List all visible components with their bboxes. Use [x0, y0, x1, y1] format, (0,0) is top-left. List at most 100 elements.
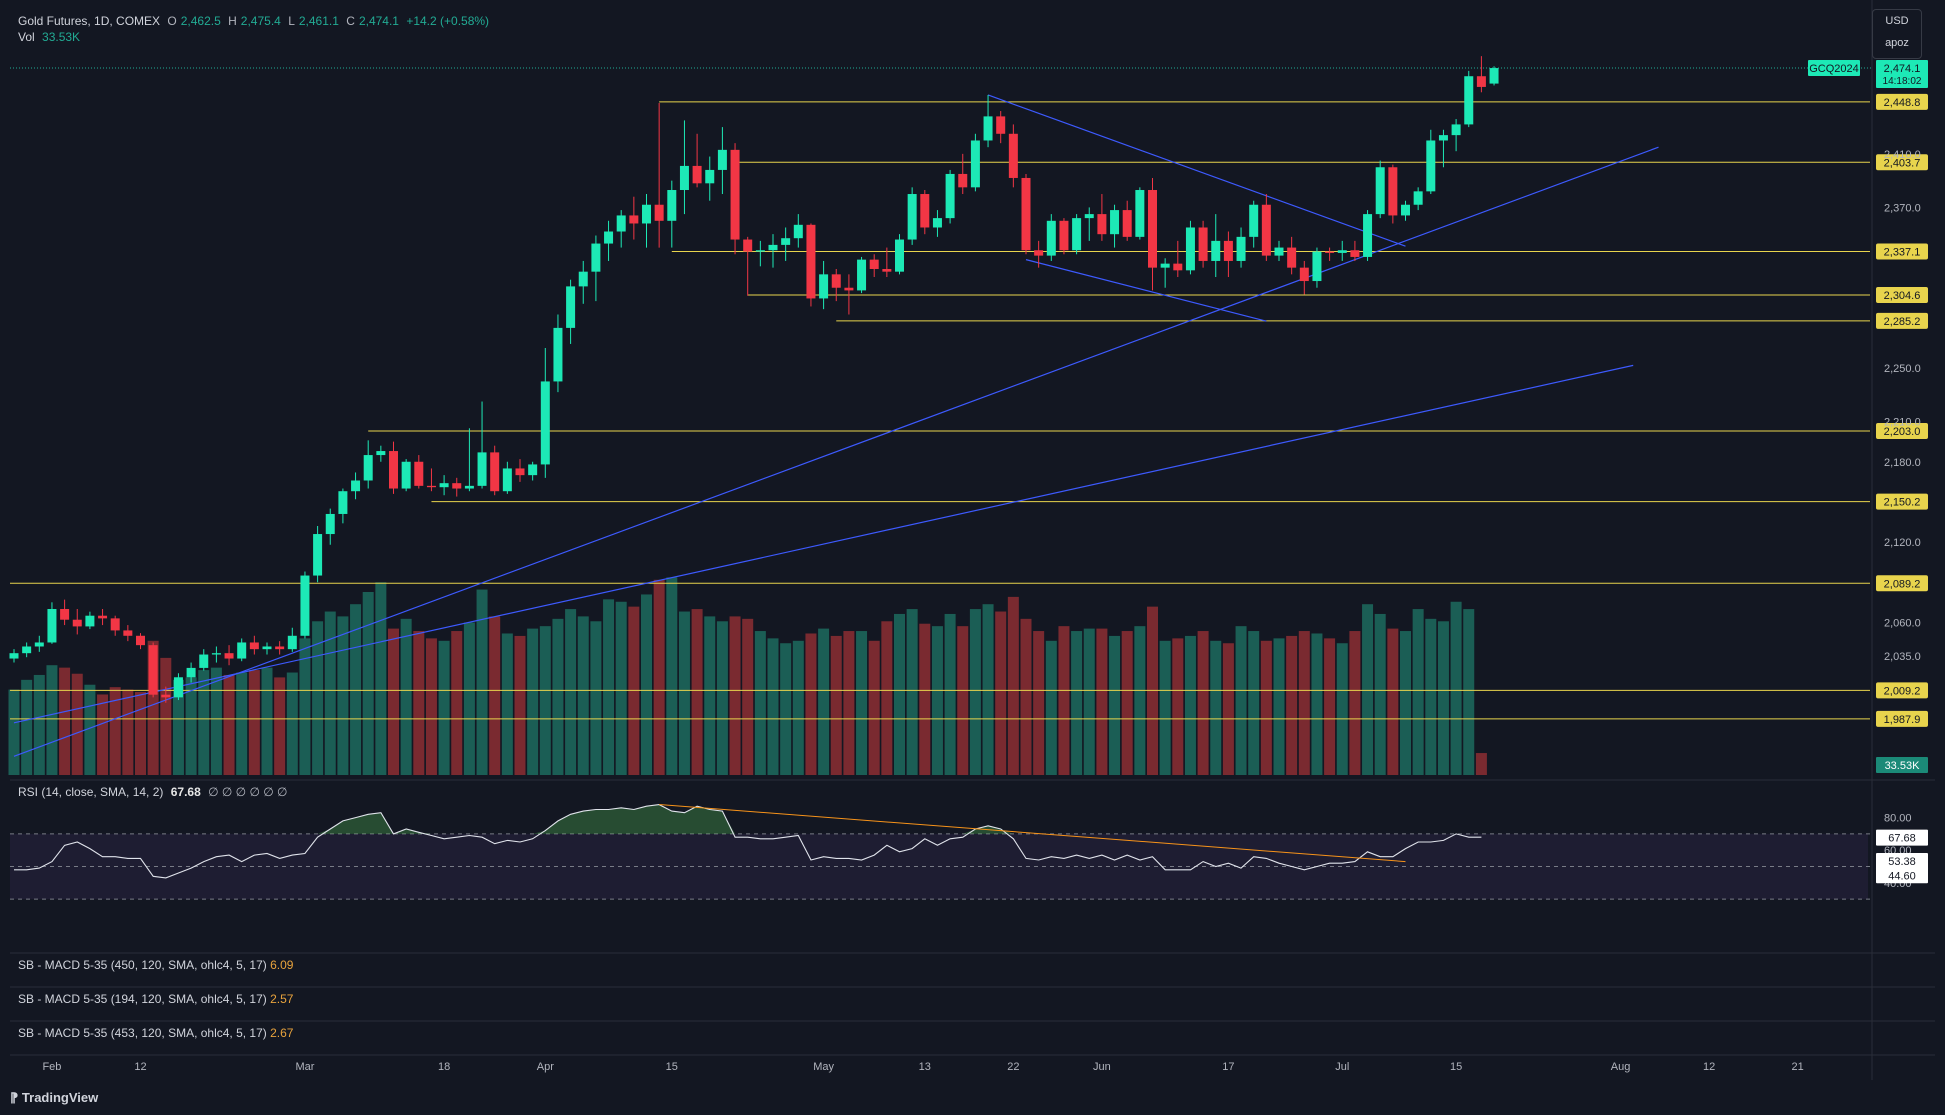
- volume-bar: [1362, 604, 1374, 775]
- macd-row-2[interactable]: SB - MACD 5-35 (194, 120, SMA, ohlc4, 5,…: [18, 992, 293, 1006]
- volume-bar: [21, 679, 33, 775]
- candle-body: [136, 635, 145, 646]
- volume-bar: [729, 616, 741, 775]
- candle-body: [705, 169, 715, 184]
- volume-bar: [995, 611, 1007, 775]
- rsi-legend: RSI (14, close, SMA, 14, 2) 67.68 ∅ ∅ ∅ …: [18, 785, 292, 799]
- candle-body: [1363, 214, 1373, 257]
- level-price-badge: [1876, 154, 1928, 171]
- low-value: 2,461.1: [298, 14, 339, 28]
- time-axis-tick: 12: [134, 1061, 146, 1073]
- macd-row-1[interactable]: SB - MACD 5-35 (450, 120, SMA, ohlc4, 5,…: [18, 958, 293, 972]
- candle-body: [287, 635, 297, 650]
- volume-bar: [463, 622, 475, 775]
- candle-body: [1021, 177, 1031, 251]
- volume-bar: [1071, 631, 1083, 775]
- level-price-label: 2,150.2: [1884, 497, 1921, 509]
- time-axis-tick: 18: [438, 1061, 450, 1073]
- candle-body: [591, 243, 601, 272]
- volume-bar: [754, 631, 766, 775]
- volume-bar: [185, 677, 197, 775]
- candle-body: [528, 464, 538, 476]
- volume-bar: [1248, 631, 1260, 775]
- candle-body: [920, 194, 930, 228]
- unit-label[interactable]: apoz: [1885, 37, 1909, 49]
- rsi-overbought-fill: [14, 804, 1482, 834]
- volume-bar: [565, 609, 577, 775]
- rsi-value-badge-label: 53.38: [1888, 856, 1916, 868]
- tradingview-logo[interactable]: ⁋ TradingView: [10, 1090, 98, 1106]
- candle-body: [1034, 250, 1044, 256]
- volume-bar: [1109, 635, 1121, 775]
- volume-bar: [1273, 638, 1285, 775]
- candle-body: [1198, 227, 1208, 261]
- macd-value-2: 2.57: [270, 992, 294, 1006]
- candle-body: [642, 204, 651, 224]
- time-axis-tick: 15: [666, 1061, 678, 1073]
- trendline: [987, 94, 1406, 247]
- volume-bar: [818, 628, 830, 775]
- candle-body: [439, 483, 449, 488]
- volume-bar: [286, 672, 298, 775]
- rsi-value-badge: [1876, 867, 1928, 884]
- candle-body: [1160, 263, 1170, 268]
- macd-row-3[interactable]: SB - MACD 5-35 (453, 120, SMA, ohlc4, 5,…: [18, 1026, 293, 1040]
- symbol-badge-label: GCQ2024: [1809, 63, 1859, 75]
- vol-label[interactable]: Vol: [18, 30, 35, 44]
- symbol-title[interactable]: Gold Futures, 1D, COMEX: [18, 14, 161, 28]
- macd-value-3: 2.67: [270, 1026, 294, 1040]
- candle-body: [1476, 76, 1486, 87]
- candle-body: [1375, 167, 1385, 215]
- volume-bar: [489, 616, 501, 775]
- candle-body: [414, 461, 424, 486]
- rsi-line: [14, 804, 1482, 879]
- change-value: +14.2 (+0.58%): [406, 14, 490, 28]
- candle-body: [553, 327, 563, 382]
- volume-bar: [33, 674, 45, 775]
- volume-bar: [375, 582, 387, 775]
- high-value: 2,475.4: [240, 14, 281, 28]
- candle-body: [692, 165, 702, 184]
- rsi-value: 67.68: [170, 785, 201, 799]
- candle-body: [1072, 218, 1082, 251]
- volume-bar: [653, 579, 665, 775]
- rsi-label[interactable]: RSI (14, close, SMA, 14, 2): [18, 785, 164, 799]
- candle-body: [654, 204, 664, 221]
- currency-label[interactable]: USD: [1885, 15, 1909, 27]
- candle-body: [22, 646, 32, 654]
- time-axis-tick: 13: [919, 1061, 931, 1073]
- volume-legend: Vol 33.53K: [18, 30, 84, 44]
- volume-bar: [223, 674, 235, 775]
- price-axis-tick: 2,250.0: [1884, 363, 1921, 375]
- volume-bar: [1475, 753, 1487, 775]
- candle-body: [199, 654, 209, 668]
- candle-body: [844, 287, 854, 291]
- time-axis-tick: 21: [1792, 1061, 1804, 1073]
- candle-body: [123, 630, 133, 636]
- volume-bar: [59, 667, 71, 775]
- volume-badge: [1876, 757, 1928, 773]
- rsi-value-badge: [1876, 852, 1928, 869]
- candle-body: [1084, 214, 1094, 219]
- level-price-badge: [1876, 682, 1928, 699]
- price-axis-tick: 2,180.0: [1884, 457, 1921, 469]
- currency-unit-box[interactable]: USD apoz: [1872, 9, 1922, 59]
- close-label: C: [346, 14, 355, 28]
- volume-bar: [792, 640, 804, 775]
- candle-body: [490, 452, 500, 492]
- time-axis-tick: Apr: [537, 1061, 554, 1073]
- candle-body: [60, 609, 70, 620]
- volume-bar: [615, 601, 627, 775]
- volume-bar: [1349, 631, 1361, 775]
- candle-body: [895, 239, 904, 272]
- tv-logo-icon: ⁋: [10, 1090, 19, 1105]
- candle-body: [768, 244, 778, 251]
- time-axis-tick: 15: [1450, 1061, 1462, 1073]
- rsi-value-badge-label: 44.60: [1888, 870, 1916, 882]
- volume-bar: [1450, 601, 1462, 775]
- candle-body: [743, 239, 753, 252]
- candle-body: [515, 468, 525, 476]
- volume-bar: [590, 621, 602, 775]
- candle-body: [831, 274, 841, 288]
